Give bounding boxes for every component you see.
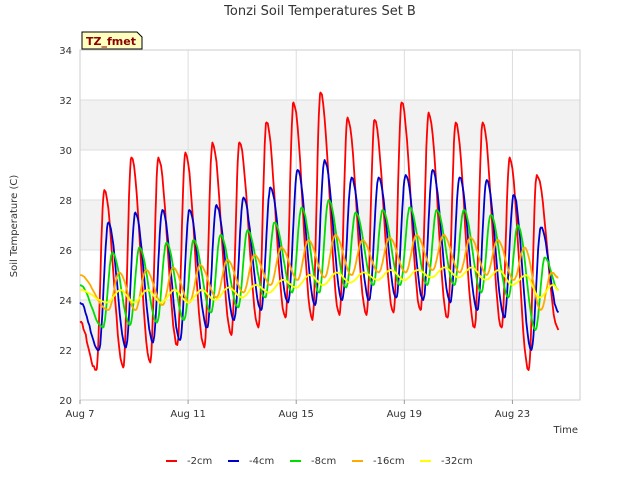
series-line [79, 266, 559, 304]
series-line [79, 91, 560, 371]
y-tick-label: 28 [59, 196, 72, 207]
legend: -2cm -4cm -8cm -16cm -32cm [166, 456, 473, 467]
site-badge-label: TZ_fmet [86, 35, 136, 48]
y-tick-label: 30 [59, 146, 72, 157]
y-tick-label: 26 [59, 246, 72, 257]
chart-title: Tonzi Soil Temperatures Set B [223, 4, 416, 19]
series-line [79, 159, 560, 352]
legend-item: -16cm [352, 456, 405, 467]
legend-label: -16cm [373, 456, 405, 467]
x-tick-label: Aug 7 [65, 409, 94, 420]
series-line [79, 234, 559, 311]
legend-label: -32cm [441, 456, 473, 467]
y-axis-label: Soil Temperature (C) [9, 175, 20, 278]
legend-label: -8cm [311, 456, 336, 467]
legend-item: -8cm [290, 456, 336, 467]
legend-item: -2cm [166, 456, 212, 467]
y-tick-label: 22 [59, 346, 72, 357]
legend-label: -4cm [249, 456, 274, 467]
legend-label: -2cm [187, 456, 212, 467]
x-tick-label: Aug 11 [170, 409, 205, 420]
site-badge-shape [81, 31, 143, 50]
y-tick-label: 34 [59, 46, 72, 57]
x-axis-ticks: Aug 7 Aug 11 Aug 15 Aug 19 Aug 23 [65, 400, 530, 420]
x-axis-label: Time [553, 425, 578, 436]
series-lines [79, 91, 560, 371]
plot-frame [79, 49, 581, 401]
y-tick-label: 24 [59, 296, 72, 307]
x-tick-label: Aug 15 [278, 409, 313, 420]
plot-band [80, 300, 580, 350]
plot-band [80, 100, 580, 150]
y-tick-label: 20 [59, 396, 72, 407]
site-badge: TZ_fmet [81, 31, 143, 50]
x-tick-label: Aug 23 [495, 409, 530, 420]
y-tick-label: 32 [59, 96, 72, 107]
legend-item: -4cm [228, 456, 274, 467]
x-tick-label: Aug 19 [387, 409, 422, 420]
series-line [79, 199, 559, 331]
y-axis-ticks: 20 22 24 26 28 30 32 34 [59, 46, 72, 407]
legend-item: -32cm [420, 456, 473, 467]
